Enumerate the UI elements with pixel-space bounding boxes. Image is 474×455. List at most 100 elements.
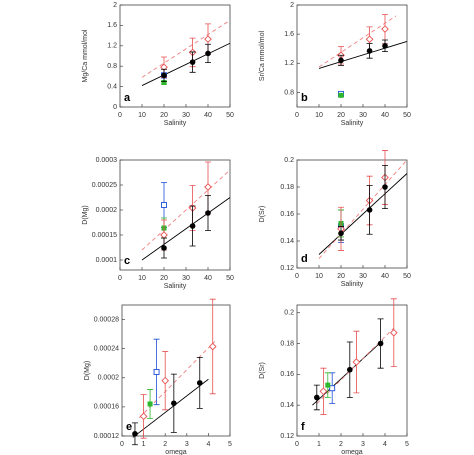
y-tick-label: 0.0002 bbox=[96, 207, 118, 214]
x-tick-label: 0 bbox=[120, 441, 124, 448]
point bbox=[161, 376, 170, 385]
point bbox=[153, 369, 160, 375]
x-axis-label: Salinity bbox=[341, 120, 364, 127]
fit-line bbox=[141, 197, 231, 261]
y-tick-label: 0 bbox=[113, 104, 117, 111]
y-tick-label: 0.2 bbox=[284, 310, 294, 317]
point bbox=[382, 184, 388, 190]
y-axis-label: D(Sr) bbox=[259, 206, 266, 223]
y-axis-label: Mg/Ca mmol/mol bbox=[82, 29, 89, 82]
fit-line bbox=[318, 173, 408, 255]
x-tick-label: 40 bbox=[381, 112, 389, 119]
y-tick-label: 0.16 bbox=[280, 371, 294, 378]
x-axis-label: Salinity bbox=[164, 283, 187, 290]
point bbox=[377, 340, 384, 347]
point bbox=[382, 43, 388, 49]
x-tick-label: 2 bbox=[339, 441, 343, 448]
x-tick-label: 20 bbox=[337, 112, 345, 119]
panel-label: c bbox=[124, 255, 130, 267]
x-axis-label: Salinity bbox=[341, 281, 364, 288]
panel-label: f bbox=[301, 421, 305, 433]
point bbox=[139, 412, 148, 421]
y-tick-label: 0.14 bbox=[280, 238, 294, 245]
x-tick-label: 2 bbox=[163, 441, 167, 448]
y-tick-label: 0.0001 bbox=[96, 257, 118, 264]
point bbox=[160, 231, 168, 239]
y-tick-label: 0.00016 bbox=[94, 404, 119, 411]
y-tick-label: 0.8 bbox=[107, 63, 117, 70]
point bbox=[366, 48, 373, 54]
x-tick-label: 30 bbox=[359, 112, 367, 119]
point bbox=[365, 35, 374, 44]
plot-frame bbox=[296, 4, 408, 108]
plot-frame bbox=[296, 159, 408, 269]
y-tick-label: 1.2 bbox=[284, 60, 294, 67]
x-tick-label: 0 bbox=[295, 273, 299, 280]
point bbox=[204, 183, 212, 191]
y-axis-label: D(Sr) bbox=[259, 362, 266, 379]
y-tick-label: 1.6 bbox=[284, 31, 294, 38]
y-tick-label: 0.18 bbox=[280, 340, 294, 347]
point bbox=[161, 202, 167, 208]
point bbox=[161, 80, 167, 86]
panel-label: d bbox=[301, 253, 308, 265]
point bbox=[161, 245, 167, 251]
x-tick-label: 10 bbox=[138, 112, 146, 119]
panel-label: e bbox=[126, 421, 132, 433]
x-tick-label: 50 bbox=[226, 275, 234, 282]
y-axis-label: D(Mg) bbox=[84, 361, 91, 380]
panel: 0 10 20 30 40 50 0 0.4 0.8 1.2 1.6 2 Salinity Mg/Ca m… bbox=[82, 2, 234, 127]
y-tick-label: 0.00024 bbox=[94, 346, 119, 353]
x-tick-label: 4 bbox=[206, 441, 210, 448]
point bbox=[205, 50, 211, 57]
y-axis-label: D(Mg) bbox=[82, 205, 89, 224]
x-tick-label: 50 bbox=[403, 273, 411, 280]
y-tick-label: 0.12 bbox=[280, 265, 294, 272]
y-tick-label: 0.2 bbox=[284, 157, 294, 164]
point bbox=[381, 25, 389, 33]
point bbox=[161, 72, 167, 79]
x-tick-label: 10 bbox=[315, 273, 323, 280]
panel: 0 10 20 30 40 50 0.0001 0.00015 0.0002 0.00025 0.0… bbox=[82, 157, 234, 290]
panel: 0 10 20 30 40 50 0.8 1.2 1.6 2 Salinity Sr/Ca mmol/… bbox=[259, 2, 411, 127]
x-tick-label: 3 bbox=[185, 441, 189, 448]
y-tick-label: 0.0003 bbox=[96, 157, 118, 164]
point bbox=[366, 207, 373, 213]
y-tick-label: 0.18 bbox=[280, 184, 294, 191]
x-tick-label: 0 bbox=[118, 112, 122, 119]
point bbox=[208, 342, 217, 351]
x-tick-label: 0 bbox=[295, 441, 299, 448]
point bbox=[189, 59, 196, 65]
x-tick-label: 4 bbox=[383, 441, 387, 448]
point bbox=[196, 380, 203, 386]
x-tick-label: 50 bbox=[226, 112, 234, 119]
x-tick-label: 1 bbox=[317, 441, 321, 448]
y-tick-label: 0.16 bbox=[280, 211, 294, 218]
x-tick-label: 40 bbox=[204, 275, 212, 282]
point bbox=[325, 382, 331, 388]
y-tick-label: 0.00028 bbox=[94, 316, 119, 323]
panel-label: b bbox=[301, 92, 308, 104]
x-tick-label: 20 bbox=[337, 273, 345, 280]
y-tick-label: 1.6 bbox=[107, 22, 117, 29]
point bbox=[205, 210, 211, 216]
x-axis-label: Salinity bbox=[164, 120, 187, 127]
point bbox=[314, 394, 320, 401]
point bbox=[338, 57, 344, 64]
x-tick-label: 0 bbox=[295, 112, 299, 119]
x-tick-label: 40 bbox=[204, 112, 212, 119]
y-tick-label: 0.14 bbox=[280, 402, 294, 409]
fit-line bbox=[318, 159, 408, 259]
plot-frame bbox=[119, 4, 231, 108]
y-tick-label: 0.0002 bbox=[98, 375, 120, 382]
x-tick-label: 30 bbox=[359, 273, 367, 280]
point bbox=[347, 366, 353, 373]
point bbox=[329, 385, 336, 392]
x-tick-label: 3 bbox=[361, 441, 365, 448]
x-tick-label: 40 bbox=[381, 273, 389, 280]
fit-line bbox=[318, 40, 408, 69]
point bbox=[147, 401, 153, 407]
x-tick-label: 10 bbox=[315, 112, 323, 119]
y-tick-label: 0.12 bbox=[280, 433, 294, 440]
